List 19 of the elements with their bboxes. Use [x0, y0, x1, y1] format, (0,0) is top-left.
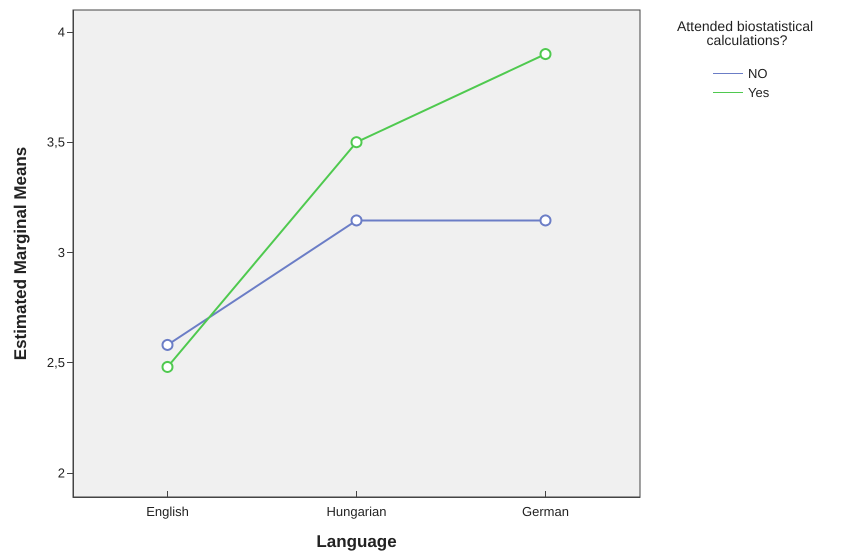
legend-label: NO: [748, 66, 768, 81]
x-tick-label: Hungarian: [326, 504, 386, 519]
legend-title: Attended biostatistical calculations?: [676, 18, 818, 48]
y-tick-label: 3,5: [46, 134, 65, 150]
x-tick-label: German: [522, 504, 569, 519]
x-tick-label: English: [146, 504, 189, 519]
y-tick-label: 2: [58, 465, 65, 480]
point: [540, 214, 552, 226]
y-tick-label: 4: [58, 24, 65, 40]
point: [162, 338, 174, 351]
point: [350, 214, 362, 226]
point: [350, 136, 362, 148]
x-axis-title: Language: [316, 532, 397, 551]
y-tick-label: 3: [58, 244, 65, 260]
point: [162, 360, 174, 373]
point: [540, 48, 552, 60]
y-axis-title: Estimated Marginal Means: [11, 146, 30, 360]
legend-label: Yes: [748, 85, 770, 100]
y-tick-label: 2,5: [46, 355, 65, 370]
